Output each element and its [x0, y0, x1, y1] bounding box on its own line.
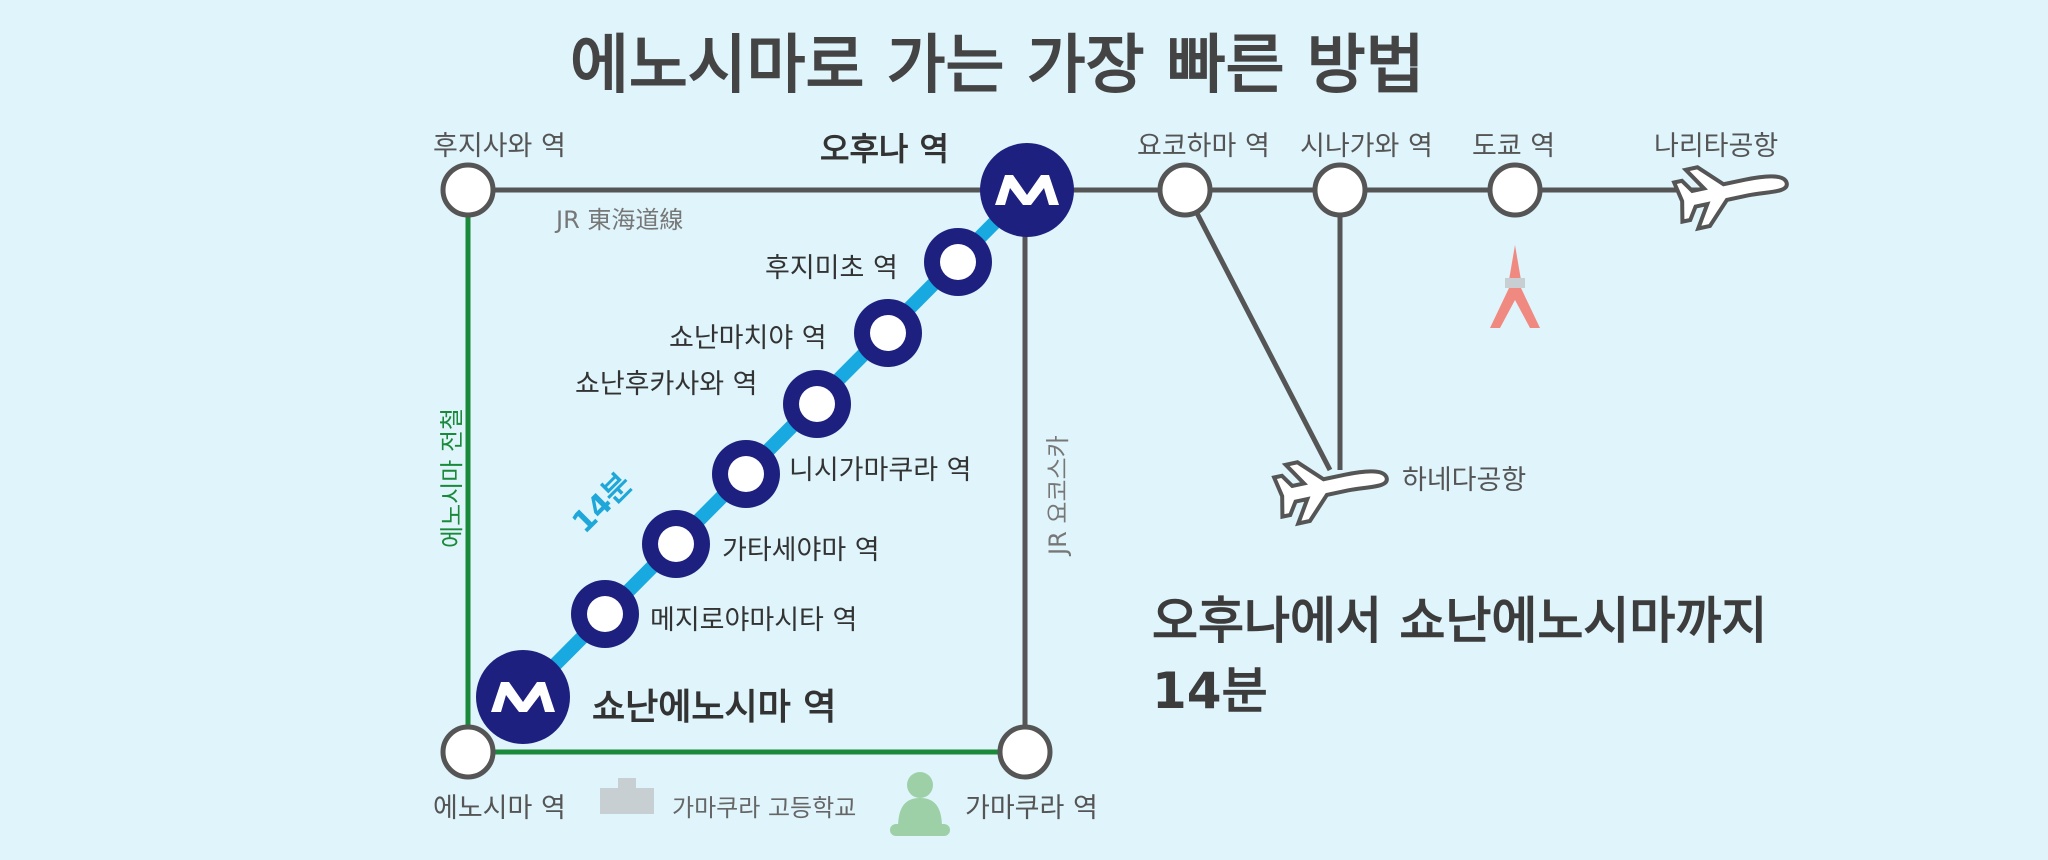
station-fujimicho[interactable] — [924, 228, 992, 296]
label-shonanenoshima: 쇼난에노시마 역 — [592, 687, 837, 728]
school-building-icon — [600, 778, 654, 814]
label-enoshima: 에노시마 역 — [433, 793, 566, 824]
label-nishikamakura: 니시가마쿠라 역 — [789, 455, 972, 486]
label-school: 가마쿠라 고등학교 — [672, 794, 857, 822]
station-katase[interactable] — [642, 510, 710, 578]
summary-text: 오후나에서 쇼난에노시마까지 14분 — [1152, 586, 1767, 726]
label-katase: 가타세야마 역 — [722, 535, 880, 566]
station-fujisawa[interactable] — [440, 162, 496, 218]
station-nishikamakura[interactable] — [712, 440, 780, 508]
station-shinagawa[interactable] — [1312, 162, 1368, 218]
station-yokohama[interactable] — [1157, 162, 1213, 218]
station-enoshima[interactable] — [440, 724, 496, 780]
haneda-airplane-icon — [1271, 460, 1389, 527]
label-jr-yokosuka: JR 요코스카 — [1044, 435, 1072, 555]
label-shonanmachiya: 쇼난마치야 역 — [669, 323, 827, 354]
label-shonanfukasawa: 쇼난후카사와 역 — [575, 369, 758, 400]
label-yokohama: 요코하마 역 — [1137, 131, 1270, 162]
station-shonanfukasawa[interactable] — [783, 370, 851, 438]
label-jr-tokaido: JR 東海道線 — [556, 206, 684, 234]
label-shinagawa: 시나가와 역 — [1300, 131, 1433, 162]
label-ofuna: 오후나 역 — [820, 130, 949, 168]
label-narita: 나리타공항 — [1654, 131, 1779, 162]
summary-line1: 오후나에서 쇼난에노시마까지 — [1152, 592, 1768, 650]
station-ofuna-monorail-logo-icon[interactable] — [980, 143, 1074, 237]
tokyo-tower-icon — [1490, 245, 1540, 328]
station-shonanenoshima-monorail-logo-icon[interactable] — [476, 650, 570, 744]
label-mejiro: 메지로야마시타 역 — [650, 605, 858, 636]
label-tokyo: 도쿄 역 — [1472, 131, 1556, 162]
label-fujimicho: 후지미초 역 — [765, 253, 898, 284]
narita-airplane-icon — [1671, 165, 1789, 232]
label-enoden: 에노시마 전철 — [438, 407, 466, 548]
station-shonanmachiya[interactable] — [854, 299, 922, 367]
label-fujisawa: 후지사와 역 — [433, 131, 566, 162]
haneda-branch-line — [1182, 188, 1333, 472]
summary-line2: 14분 — [1152, 662, 1268, 720]
great-buddha-icon — [890, 772, 950, 836]
station-mejiro[interactable] — [571, 580, 639, 648]
station-kamakura[interactable] — [997, 724, 1053, 780]
station-tokyo[interactable] — [1487, 162, 1543, 218]
label-kamakura: 가마쿠라 역 — [965, 793, 1098, 824]
label-haneda: 하네다공항 — [1402, 465, 1527, 496]
page-title: 에노시마로 가는 가장 빠른 방법 — [570, 29, 1425, 103]
